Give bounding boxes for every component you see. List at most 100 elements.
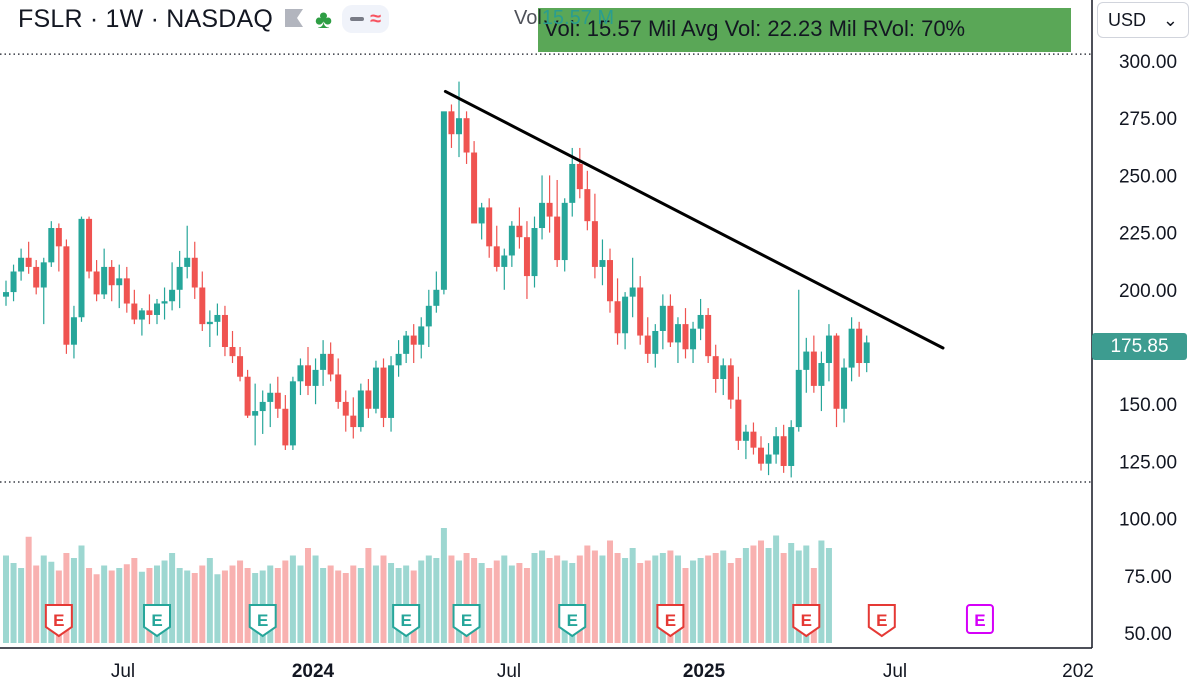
candle-body	[531, 228, 538, 277]
earnings-badge	[248, 604, 277, 638]
candle-body	[659, 305, 666, 331]
candle-body	[448, 111, 455, 135]
volume-bar	[508, 565, 515, 643]
volume-bar	[237, 560, 244, 643]
candle-body	[48, 228, 55, 263]
volume-bar	[652, 555, 659, 643]
volume-bar	[569, 563, 576, 643]
candle-body	[546, 202, 553, 217]
volume-bar	[342, 573, 349, 643]
volume-overlay-value: 15.57 M	[541, 7, 615, 29]
earnings-marker[interactable]: E	[558, 604, 587, 638]
clover-icon[interactable]: ♣	[315, 4, 333, 34]
volume-bar	[312, 555, 319, 643]
y-tick-label: 50.00	[1124, 624, 1172, 645]
y-tick-label: 150.00	[1119, 395, 1177, 416]
earnings-marker[interactable]: E	[392, 604, 421, 638]
earnings-marker[interactable]: E	[965, 604, 994, 634]
volume-bar	[795, 550, 802, 643]
volume-bar	[788, 543, 795, 643]
volume-bar	[78, 545, 85, 643]
candle-body	[18, 257, 25, 272]
earnings-marker[interactable]: E	[867, 604, 896, 638]
symbol-title[interactable]: FSLR · 1W · NASDAQ	[18, 4, 274, 33]
candle-body	[206, 321, 213, 325]
volume-bar	[471, 558, 478, 643]
candle-body	[191, 257, 198, 288]
volume-bar	[780, 553, 787, 643]
candle-body	[667, 305, 674, 343]
volume-bar	[335, 570, 342, 643]
indicator-toggle[interactable]: ≈	[342, 5, 390, 33]
flag-icon[interactable]	[283, 7, 305, 31]
volume-bar	[25, 536, 32, 643]
currency-selector[interactable]: USD ⌄	[1097, 2, 1189, 38]
volume-bar	[591, 550, 598, 643]
volume-bar	[131, 558, 138, 643]
candle-body	[395, 353, 402, 366]
earnings-badge	[44, 604, 73, 638]
earnings-marker[interactable]: E	[452, 604, 481, 638]
volume-bar	[629, 548, 636, 643]
volume-bar	[305, 548, 311, 643]
volume-bar	[40, 555, 47, 643]
candle-body	[289, 381, 296, 446]
earnings-badge	[656, 604, 685, 638]
current-price-badge: 175.85	[1092, 333, 1187, 360]
y-tick-label: 100.00	[1119, 510, 1177, 531]
candle-body	[403, 335, 410, 354]
volume-bar	[70, 558, 77, 643]
candle-body	[486, 207, 493, 247]
volume-bar	[191, 573, 198, 643]
candle-body	[863, 342, 870, 364]
candle-body	[10, 271, 17, 293]
candle-body	[788, 427, 795, 466]
minus-icon	[350, 17, 365, 21]
volume-bar	[682, 568, 689, 643]
earnings-marker[interactable]: E	[44, 604, 73, 638]
volume-bar	[297, 565, 304, 643]
earnings-marker[interactable]: E	[248, 604, 277, 638]
volume-bar	[274, 568, 281, 643]
volume-bar	[674, 555, 681, 643]
candle-body	[810, 351, 817, 386]
candle-body	[516, 225, 523, 238]
candle-body	[697, 314, 704, 329]
earnings-label: E	[665, 611, 676, 630]
candle-body	[274, 392, 281, 409]
candle-body	[674, 324, 681, 343]
candle-body	[305, 365, 311, 386]
volume-bar	[244, 568, 251, 643]
earnings-marker[interactable]: E	[656, 604, 685, 638]
volume-bar	[554, 555, 561, 643]
earnings-marker[interactable]: E	[792, 604, 821, 638]
candle-body	[493, 246, 500, 267]
candle-body	[146, 310, 153, 315]
volume-bar	[365, 548, 372, 643]
candle-body	[259, 401, 266, 412]
earnings-label: E	[567, 611, 578, 630]
candle-body	[803, 351, 810, 370]
symbol-header: FSLR · 1W · NASDAQ ♣ ≈	[18, 3, 390, 35]
earnings-badge	[867, 604, 896, 638]
volume-bar	[456, 560, 462, 643]
candle-body	[682, 324, 689, 350]
candle-body	[40, 262, 47, 288]
candle-body	[576, 163, 583, 190]
candle-body	[101, 266, 108, 295]
candle-body	[425, 305, 432, 327]
candle-body	[848, 328, 855, 368]
candle-body	[712, 356, 719, 380]
candle-body	[644, 335, 651, 354]
volume-bar	[705, 555, 712, 643]
earnings-marker[interactable]: E	[143, 604, 171, 638]
volume-bar	[758, 540, 764, 643]
candle-body	[138, 310, 145, 320]
volume-bar	[108, 570, 115, 643]
volume-bar	[659, 553, 666, 643]
trendline[interactable]	[443, 89, 945, 350]
earnings-label: E	[257, 611, 268, 630]
candle-body	[357, 390, 364, 428]
volume-bar	[493, 560, 500, 643]
